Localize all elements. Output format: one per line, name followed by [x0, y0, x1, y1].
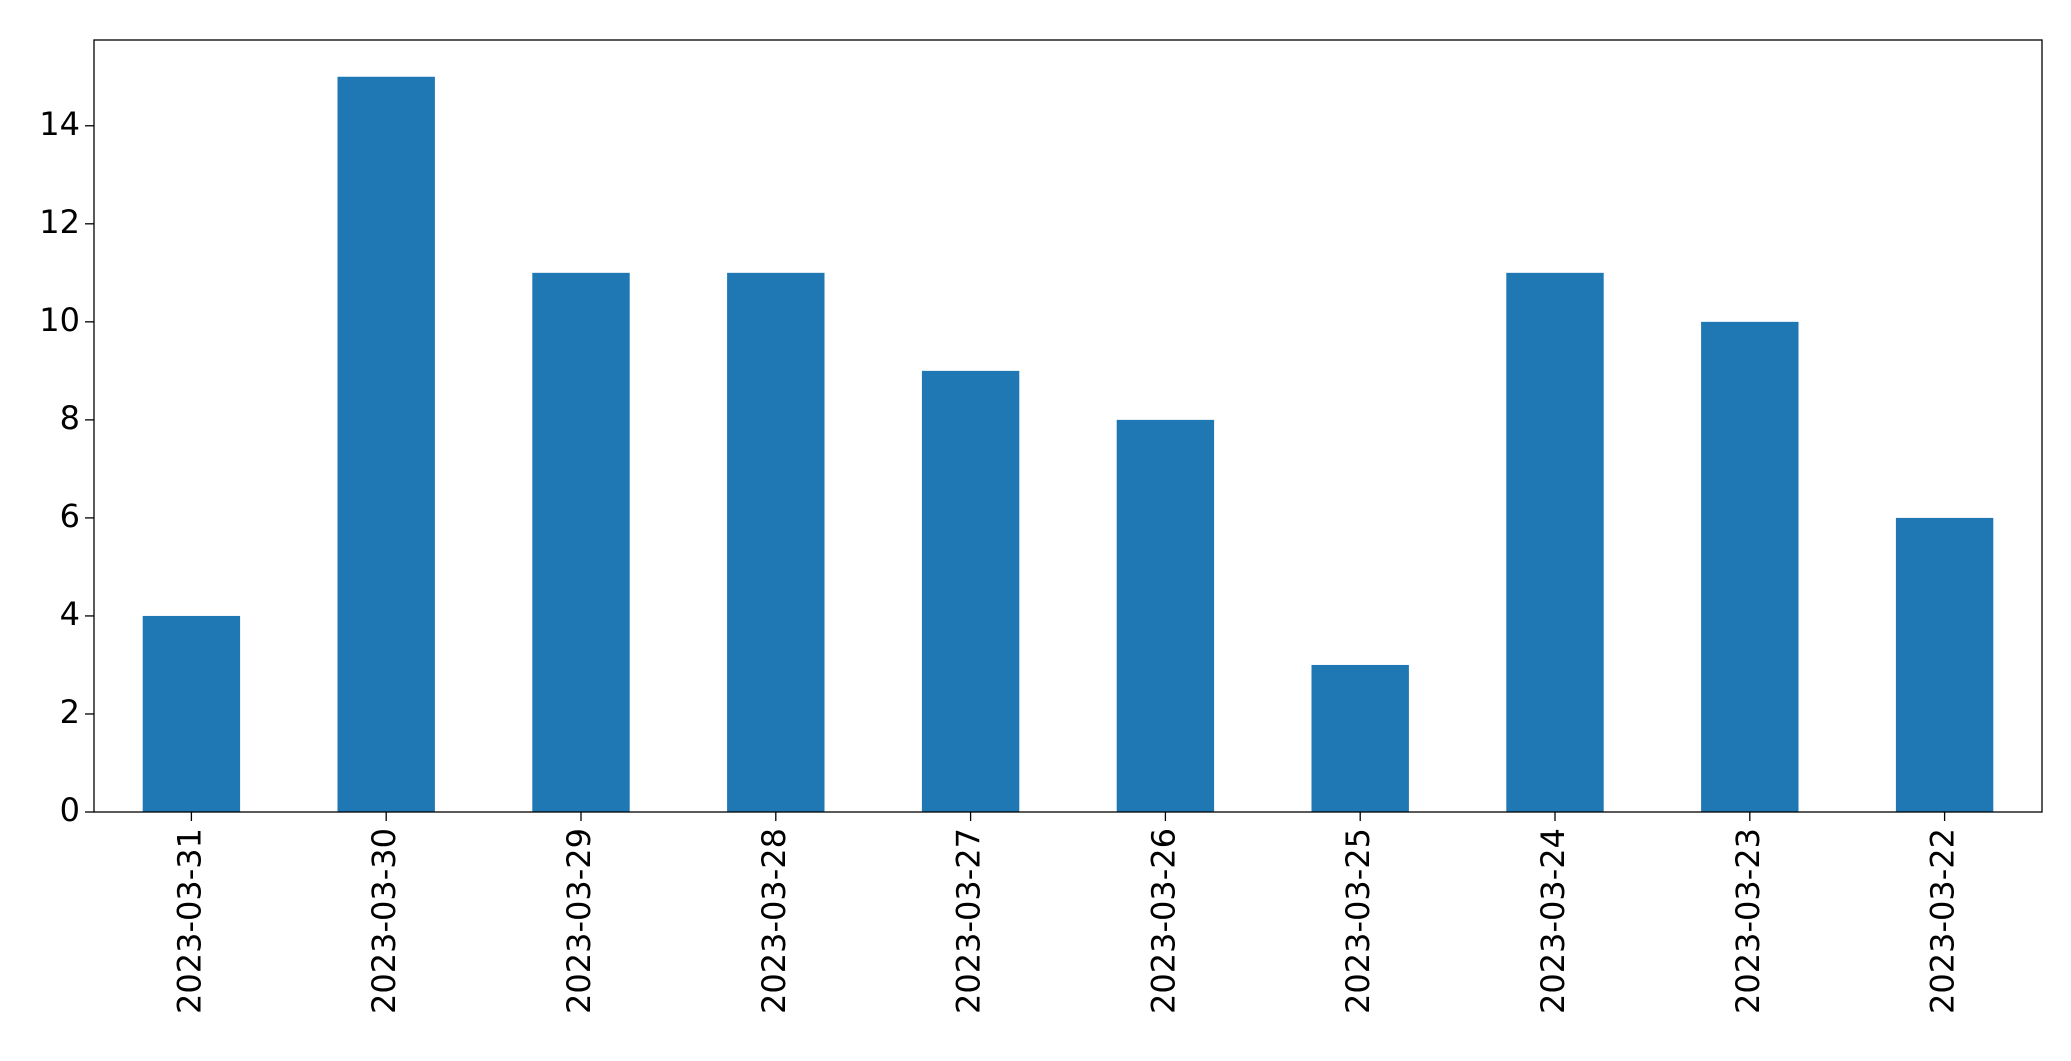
bar: [921, 370, 1020, 812]
x-tick-label: 2023-03-28: [755, 828, 793, 1014]
x-tick-label: 2023-03-25: [1339, 828, 1377, 1014]
x-tick-label: 2023-03-24: [1534, 828, 1572, 1014]
x-tick-label: 2023-03-23: [1729, 828, 1767, 1014]
x-tick-label: 2023-03-30: [365, 828, 403, 1014]
bar: [1311, 664, 1409, 812]
bar: [1701, 321, 1799, 812]
bar: [337, 76, 435, 812]
y-tick-label: 4: [60, 595, 80, 633]
bar: [142, 615, 241, 812]
y-tick-label: 6: [60, 497, 80, 535]
bar: [727, 272, 825, 812]
bar: [532, 272, 630, 812]
plot-frame: [93, 39, 2043, 813]
y-tick-label: 2: [60, 693, 80, 731]
x-tick-label: 2023-03-29: [560, 828, 598, 1014]
y-tick-label: 8: [60, 399, 80, 437]
y-tick-label: 14: [39, 105, 80, 143]
y-tick-label: 12: [39, 203, 80, 241]
x-tick-label: 2023-03-31: [170, 828, 208, 1014]
y-tick-label: 0: [60, 791, 80, 829]
bar: [1116, 419, 1215, 812]
bar: [1506, 272, 1604, 812]
x-tick-label: 2023-03-27: [950, 828, 988, 1014]
y-tick-label: 10: [39, 301, 80, 339]
bar: [1895, 517, 1994, 812]
x-tick-label: 2023-03-22: [1924, 828, 1962, 1014]
x-tick-label: 2023-03-26: [1144, 828, 1182, 1014]
